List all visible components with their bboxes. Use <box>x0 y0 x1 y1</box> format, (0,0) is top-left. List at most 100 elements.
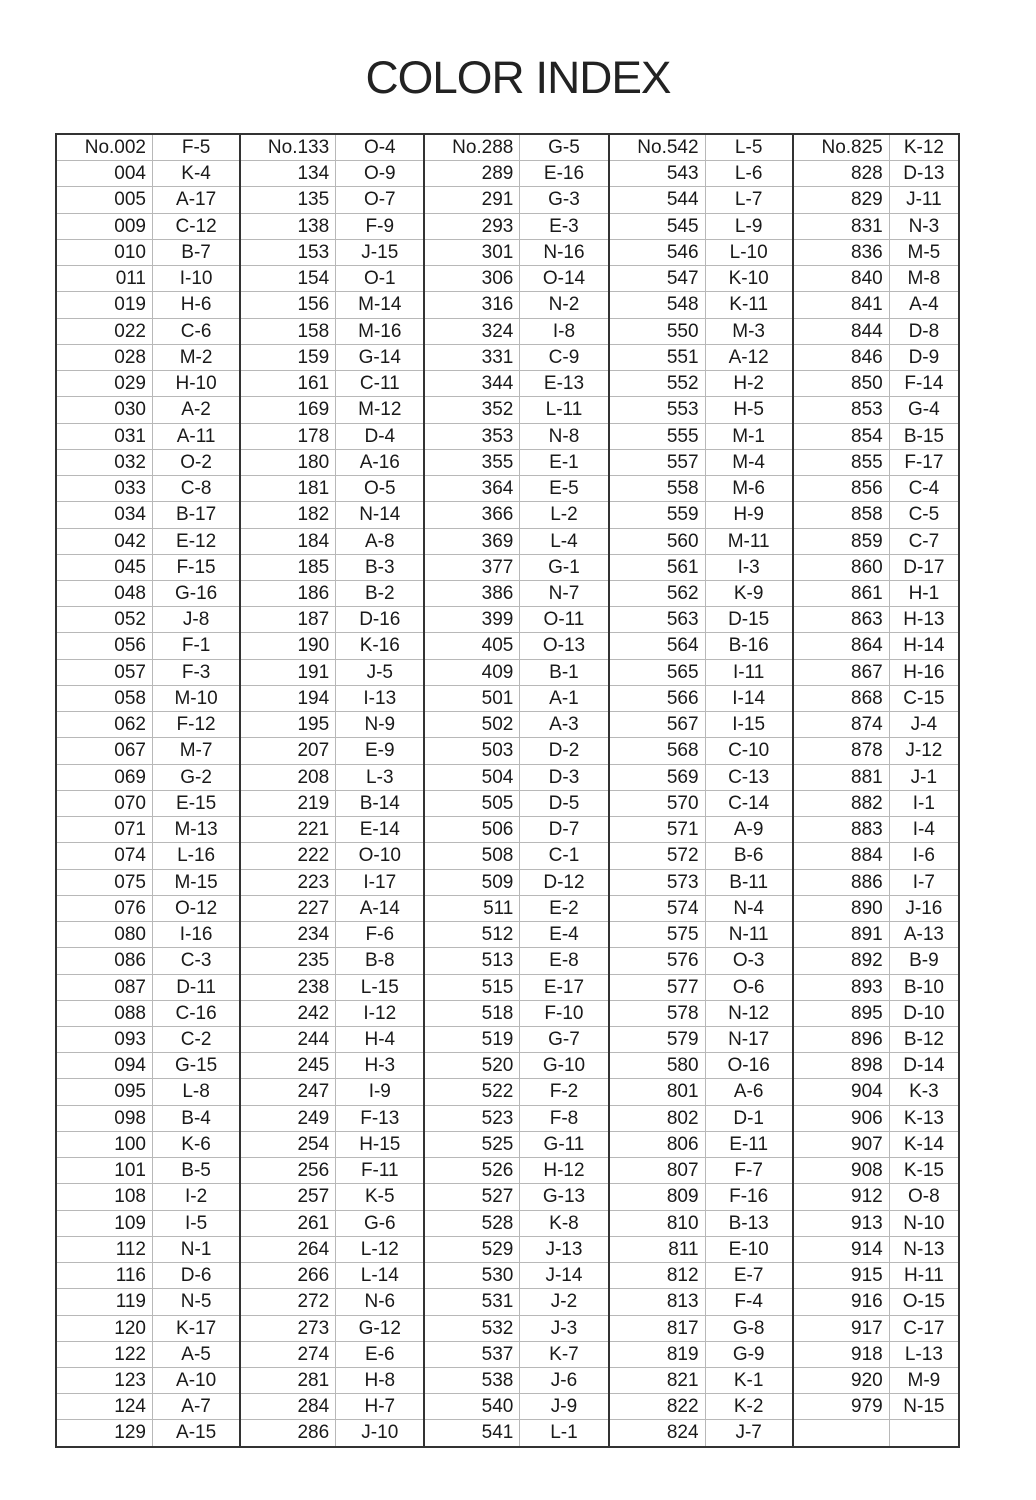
color-number: 080 <box>57 922 153 948</box>
color-code: E-13 <box>543 373 585 395</box>
color-number: 893 <box>794 974 890 1000</box>
table-row: 802 D-1 <box>609 1105 792 1132</box>
color-code: H-13 <box>903 609 945 631</box>
color-number: 301 <box>425 239 521 266</box>
color-number: 503 <box>425 738 521 764</box>
color-number: 161 <box>241 371 337 397</box>
table-row: 546 L-10 <box>609 239 792 267</box>
color-number: 124 <box>57 1394 153 1420</box>
color-number: 569 <box>610 764 706 790</box>
color-code: E-9 <box>364 740 395 762</box>
color-code: M-4 <box>732 451 766 473</box>
table-row: 058 M-10 <box>57 685 240 713</box>
color-number: 070 <box>57 790 153 817</box>
color-number: 571 <box>610 817 706 843</box>
color-code: J-3 <box>550 1317 578 1339</box>
color-code: K-12 <box>903 137 944 158</box>
color-code: K-10 <box>728 268 769 290</box>
color-code: D-9 <box>908 346 940 368</box>
table-row: 537 K-7 <box>425 1341 608 1369</box>
table-row: 369 L-4 <box>425 528 608 555</box>
color-code: G-9 <box>732 1343 765 1365</box>
color-code: E-7 <box>733 1265 764 1287</box>
table-row: 853 G-4 <box>793 397 959 424</box>
table-row: 344 E-13 <box>425 371 608 398</box>
color-code: M-16 <box>358 320 402 342</box>
color-code: I-12 <box>363 1002 397 1024</box>
color-code: N-7 <box>548 582 580 604</box>
color-code: I-3 <box>737 556 760 578</box>
table-row: 895 D-10 <box>793 1000 959 1027</box>
color-code: A-5 <box>181 1343 211 1365</box>
color-code: J-14 <box>545 1265 583 1287</box>
color-code: B-6 <box>733 845 764 867</box>
color-code: F-15 <box>176 556 216 578</box>
color-code: N-8 <box>548 425 580 447</box>
table-row: 511 E-2 <box>425 895 608 923</box>
table-row: 028 M-2 <box>57 344 240 372</box>
table-row: 080 I-16 <box>57 922 240 949</box>
color-code: C-16 <box>175 1002 217 1024</box>
color-code: O-12 <box>174 897 218 919</box>
color-code: L-9 <box>734 215 763 237</box>
color-code: L-14 <box>360 1265 399 1287</box>
table-row: 135 O-7 <box>241 187 424 214</box>
table-row: 056 F-1 <box>57 633 240 660</box>
color-number: 195 <box>241 712 337 738</box>
table-row: 076 O-12 <box>57 895 240 923</box>
color-code: M-3 <box>732 320 766 342</box>
color-number: 272 <box>241 1289 337 1315</box>
color-code: J-11 <box>906 189 942 211</box>
color-number: 570 <box>610 790 706 817</box>
table-row: 074 L-16 <box>57 843 240 870</box>
table-row: 187 D-16 <box>241 607 424 634</box>
table-row: 009 C-12 <box>57 213 240 240</box>
table-row: 867 H-16 <box>793 659 959 686</box>
table-row: 207 E-9 <box>241 738 424 765</box>
color-number: 854 <box>794 423 890 449</box>
color-number: 532 <box>425 1315 521 1341</box>
color-number: 844 <box>794 318 890 344</box>
color-number: 071 <box>57 817 153 843</box>
table-row: 234 F-6 <box>241 922 424 949</box>
color-code: G-1 <box>548 556 580 578</box>
color-code: L-7 <box>734 189 763 211</box>
table-row: 377 G-1 <box>425 554 608 581</box>
table-row: 907 K-14 <box>793 1131 959 1159</box>
color-code: N-12 <box>728 1002 770 1024</box>
table-row: 182 N-14 <box>241 502 424 529</box>
color-number: 518 <box>425 1000 521 1026</box>
color-code: K-6 <box>181 1133 211 1155</box>
table-row: 005 A-17 <box>57 187 240 214</box>
table-row: 551 A-12 <box>609 344 792 372</box>
table-row: 523 F-8 <box>425 1105 608 1132</box>
table-row: 864 H-14 <box>793 633 959 660</box>
color-number: 100 <box>57 1131 153 1158</box>
color-code: I-4 <box>912 819 935 841</box>
table-row: 120 K-17 <box>57 1315 240 1342</box>
table-row: 883 I-4 <box>793 817 959 844</box>
color-code: E-3 <box>549 215 579 237</box>
color-number: 108 <box>57 1184 153 1210</box>
table-row: 831 N-3 <box>793 213 959 240</box>
table-row: 272 N-6 <box>241 1289 424 1316</box>
color-code: O-5 <box>363 478 396 500</box>
table-row: 569 C-13 <box>609 764 792 791</box>
color-number: 512 <box>425 922 521 948</box>
table-row: 355 E-1 <box>425 449 608 477</box>
table-row: 033 C-8 <box>57 476 240 503</box>
color-number: 052 <box>57 607 153 633</box>
color-code: G-8 <box>732 1317 765 1339</box>
color-code: D-1 <box>733 1107 764 1129</box>
table-row: 161 C-11 <box>241 371 424 398</box>
color-code: H-3 <box>364 1055 396 1077</box>
color-code: D-16 <box>359 609 401 631</box>
table-row: 070 E-15 <box>57 790 240 818</box>
color-code: M-10 <box>174 687 218 709</box>
color-code: L-11 <box>545 399 583 421</box>
table-row: 520 G-10 <box>425 1053 608 1080</box>
color-number: 344 <box>425 371 521 397</box>
color-number: 858 <box>794 502 890 528</box>
color-code: O-11 <box>543 609 585 631</box>
color-code: A-17 <box>176 189 217 211</box>
